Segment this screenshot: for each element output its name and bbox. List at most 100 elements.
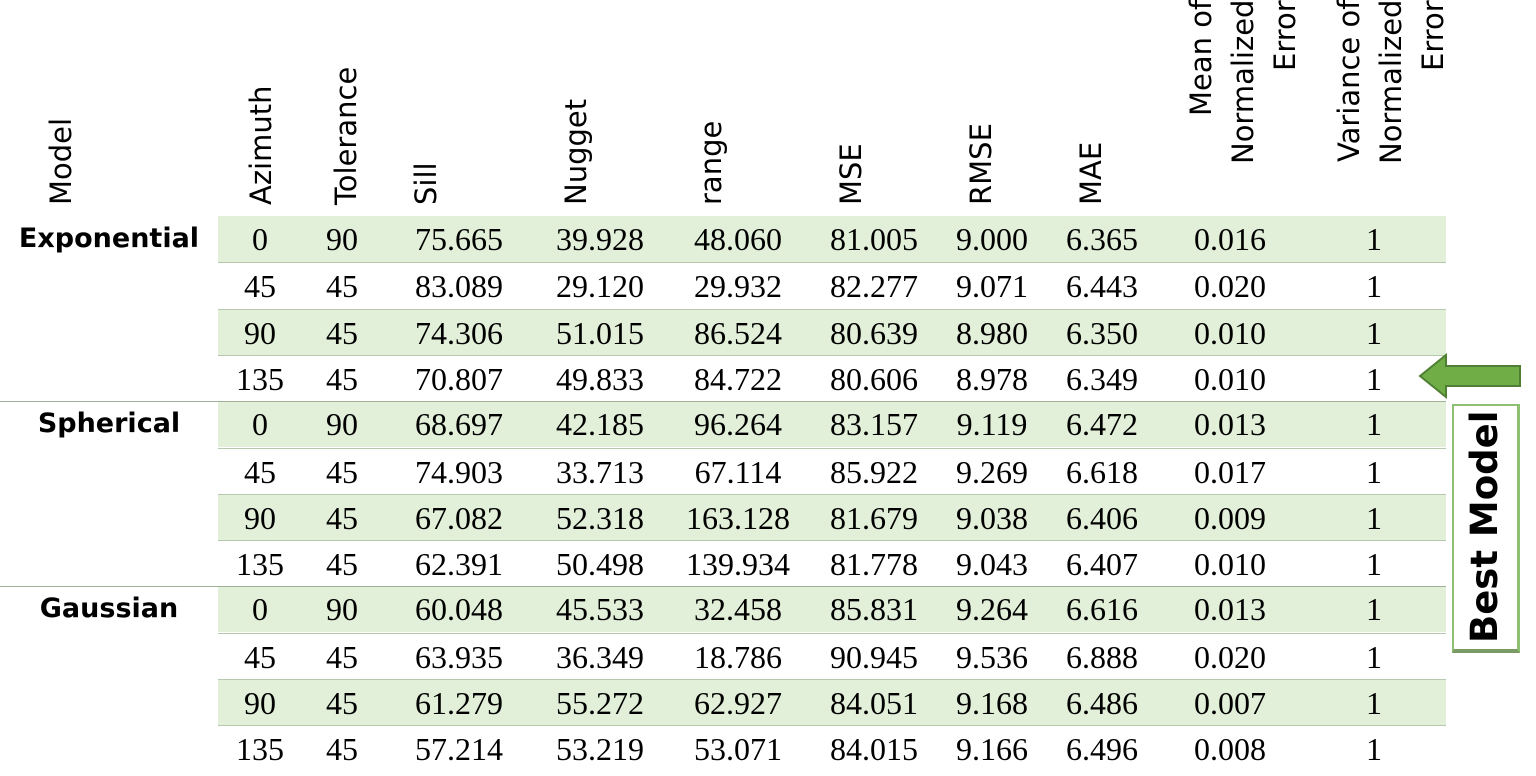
table-cell: 90: [244, 499, 276, 536]
table-cell: 86.524: [694, 314, 782, 351]
table-cell: 0: [252, 406, 268, 443]
table-cell: 1: [1366, 499, 1382, 536]
table-cell: 9.071: [956, 268, 1028, 305]
table-cell: 29.932: [694, 268, 782, 305]
table-cell: 9.166: [956, 731, 1028, 768]
table-cell: 96.264: [694, 406, 782, 443]
table-cell: 0.020: [1194, 638, 1266, 675]
group-separator: [0, 401, 1446, 403]
table-cell: 0.007: [1194, 685, 1266, 721]
table-cell: 80.606: [830, 360, 918, 397]
table-cell: 6.406: [1066, 499, 1138, 536]
table-cell: 67.082: [415, 499, 503, 536]
table-cell: 85.831: [830, 591, 918, 628]
table-row: 45 45 63.935 36.349 18.786 90.945 9.536 6.888 0.…: [218, 632, 1446, 680]
column-header: range: [694, 120, 728, 205]
table-cell: 9.119: [956, 406, 1028, 443]
model-group-label: Exponential: [18, 223, 200, 254]
table-cell: 60.048: [415, 591, 503, 628]
table-cell: 83.157: [830, 406, 918, 443]
table-cell: 83.089: [415, 268, 503, 305]
table-row: 135 45 62.391 50.498 139.934 81.778 9.043 6.407…: [218, 540, 1446, 587]
column-header: Tolerance: [329, 66, 363, 205]
table-cell: 81.679: [830, 499, 918, 536]
table-cell: 90: [244, 314, 276, 351]
table-row: 90 45 67.082 52.318 163.128 81.679 9.038 6.406 0…: [218, 493, 1446, 541]
table-cell: 9.264: [956, 591, 1028, 628]
table-cell: 90: [326, 221, 358, 257]
best-model-label: Best Model: [1463, 410, 1506, 643]
table-cell: 84.051: [830, 685, 918, 721]
table-cell: 68.697: [415, 406, 503, 443]
table-cell: 1: [1366, 591, 1382, 628]
table-cell: 29.120: [556, 268, 644, 305]
table-cell: 53.071: [694, 731, 782, 768]
table-cell: 1: [1366, 406, 1382, 443]
table-cell: 1: [1366, 360, 1382, 397]
table-cell: 61.279: [415, 685, 503, 721]
table-cell: 9.038: [956, 499, 1028, 536]
table-cell: 9.000: [956, 221, 1028, 257]
table-cell: 81.778: [830, 546, 918, 583]
column-header: Variance of Normalized Error: [1332, 0, 1450, 165]
table-cell: 82.277: [830, 268, 918, 305]
table-cell: 67.114: [694, 453, 782, 490]
table-cell: 81.005: [830, 221, 918, 257]
column-header: Mean of Normalized Error: [1184, 0, 1302, 165]
table-cell: 48.060: [694, 221, 782, 257]
table-cell: 8.978: [956, 360, 1028, 397]
table-cell: 1: [1366, 546, 1382, 583]
column-header: RMSE: [964, 123, 998, 205]
table-cell: 51.015: [556, 314, 644, 351]
table-cell: 80.639: [830, 314, 918, 351]
table-cell: 1: [1366, 453, 1382, 490]
table-cell: 50.498: [556, 546, 644, 583]
table-cell: 45: [326, 499, 358, 536]
table-cell: 49.833: [556, 360, 644, 397]
table-cell: 0.016: [1194, 221, 1266, 257]
table-cell: 45: [326, 638, 358, 675]
table-cell: 139.934: [686, 546, 790, 583]
table-cell: 36.349: [556, 638, 644, 675]
best-model-box: [1452, 404, 1520, 653]
table-cell: 1: [1366, 314, 1382, 351]
table-cell: 6.365: [1066, 221, 1138, 257]
table-cell: 6.407: [1066, 546, 1138, 583]
table-row: 135 45 70.807 49.833 84.722 80.606 8.978 6.349 0…: [218, 354, 1446, 402]
table-cell: 1: [1366, 685, 1382, 721]
table-cell: 0.009: [1194, 499, 1266, 536]
table-cell: 45: [326, 360, 358, 397]
table-cell: 45: [244, 638, 276, 675]
table-cell: 33.713: [556, 453, 644, 490]
table-cell: 0: [252, 591, 268, 628]
table-cell: 42.185: [556, 406, 644, 443]
table-cell: 0.010: [1194, 546, 1266, 583]
table-cell: 0.008: [1194, 731, 1266, 768]
table-cell: 45: [244, 268, 276, 305]
table-cell: 9.269: [956, 453, 1028, 490]
table-cell: 6.618: [1066, 453, 1138, 490]
table-cell: 9.043: [956, 546, 1028, 583]
table-cell: 53.219: [556, 731, 644, 768]
table-cell: 74.306: [415, 314, 503, 351]
table-cell: 45.533: [556, 591, 644, 628]
table-cell: 45: [326, 731, 358, 768]
table-cell: 90.945: [830, 638, 918, 675]
table-cell: 52.318: [556, 499, 644, 536]
column-header: Model: [44, 117, 78, 205]
group-separator: [0, 586, 1446, 588]
table-cell: 75.665: [415, 221, 503, 257]
table-cell: 45: [326, 268, 358, 305]
table-cell: 6.616: [1066, 591, 1138, 628]
table-cell: 6.349: [1066, 360, 1138, 397]
table-cell: 163.128: [686, 499, 790, 536]
table-cell: 6.496: [1066, 731, 1138, 768]
table-cell: 32.458: [694, 591, 782, 628]
table-cell: 0.010: [1194, 314, 1266, 351]
table-cell: 6.486: [1066, 685, 1138, 721]
column-header: Azimuth: [244, 85, 278, 206]
table-cell: 45: [326, 546, 358, 583]
table-cell: 55.272: [556, 685, 644, 721]
table-cell: 70.807: [415, 360, 503, 397]
table-cell: 84.722: [694, 360, 782, 397]
